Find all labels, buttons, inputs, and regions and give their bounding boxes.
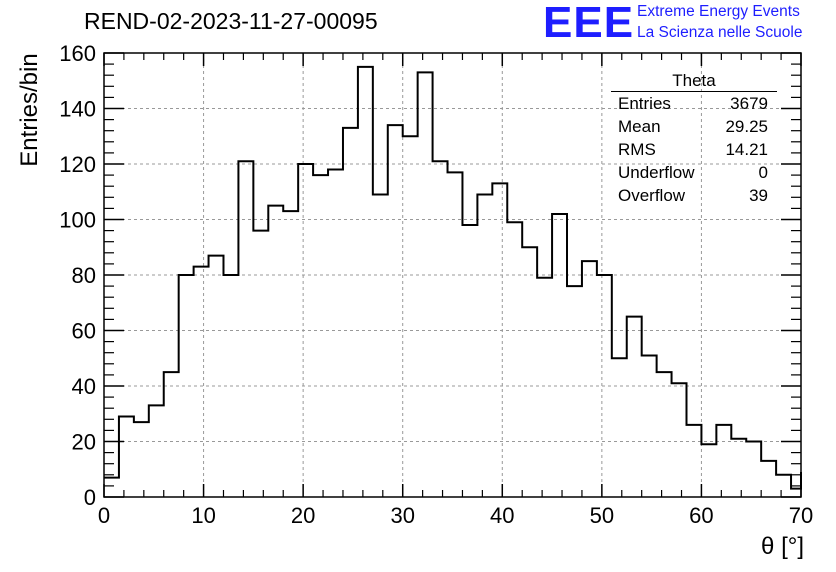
axis-ticks	[103, 52, 802, 498]
stats-key: Mean	[618, 117, 661, 136]
stats-row-rms: RMS 14.21	[611, 138, 777, 161]
y-tick-label: 140	[59, 97, 96, 122]
chart-title: REND-02-2023-11-27-00095	[84, 8, 378, 34]
y-axis-label: Entries/bin	[16, 53, 43, 167]
x-tick-label: 30	[390, 503, 414, 528]
x-tick-label: 60	[689, 503, 713, 528]
tick-labels: 0 10 20 30 40 50 60 70 0 20 40 60 80 100 120 140 160	[59, 41, 813, 528]
stats-key: Overflow	[618, 186, 686, 205]
x-tick-label: 10	[191, 503, 215, 528]
stats-row-overflow: Overflow 39	[611, 184, 777, 207]
x-tick-label: 70	[789, 503, 813, 528]
stats-value: 14.21	[725, 140, 768, 159]
stats-row-underflow: Underflow 0	[611, 161, 777, 184]
stats-key: Underflow	[618, 163, 695, 182]
y-tick-label: 40	[72, 374, 96, 399]
histogram-step-line	[104, 65, 802, 490]
stats-value: 29.25	[725, 117, 768, 136]
x-axis-label: θ [°]	[761, 533, 804, 560]
logo-caption-line2: La Scienza nelle Scuole	[637, 24, 803, 41]
y-tick-label: 100	[59, 208, 96, 233]
stats-row-entries: Entries 3679	[611, 92, 777, 115]
stats-value: 39	[749, 186, 768, 205]
x-tick-label: 20	[291, 503, 315, 528]
y-tick-label: 160	[59, 41, 96, 66]
stats-key: RMS	[618, 140, 656, 159]
x-tick-label: 0	[98, 503, 110, 528]
stats-value: 3679	[730, 94, 768, 113]
stats-title: Theta	[611, 70, 777, 92]
y-tick-label: 20	[72, 430, 96, 455]
stats-value: 0	[758, 163, 768, 182]
x-tick-label: 40	[490, 503, 514, 528]
stats-box: Theta Entries 3679 Mean 29.25 RMS 14.21 …	[611, 70, 777, 207]
y-tick-label: 0	[84, 485, 96, 510]
y-tick-label: 60	[72, 319, 96, 344]
stats-key: Entries	[618, 94, 671, 113]
y-tick-label: 120	[59, 152, 96, 177]
y-tick-label: 80	[72, 263, 96, 288]
stats-row-mean: Mean 29.25	[611, 115, 777, 138]
eee-logo-icon: EEE	[543, 0, 635, 47]
logo-caption-line1: Extreme Energy Events	[637, 3, 800, 20]
x-tick-label: 50	[590, 503, 614, 528]
